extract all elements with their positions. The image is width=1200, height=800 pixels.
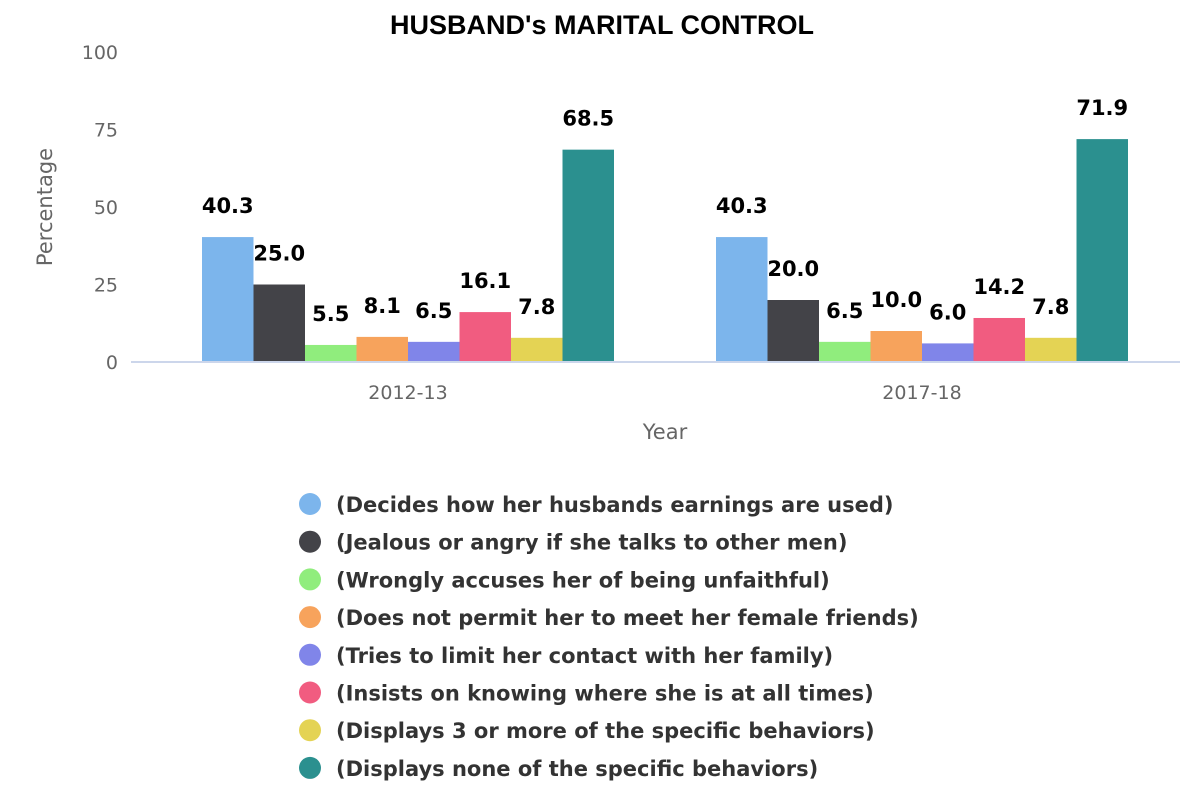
bar xyxy=(511,337,563,362)
data-label: 10.0 xyxy=(870,288,922,312)
data-label: 8.1 xyxy=(364,294,401,318)
legend-label: (Jealous or angry if she talks to other … xyxy=(336,531,847,555)
legend-item[interactable]: (Tries to limit her contact with her fam… xyxy=(299,643,833,668)
y-tick-label: 100 xyxy=(82,42,118,64)
legend-item[interactable]: (Wrongly accuses her of being unfaithful… xyxy=(299,568,830,592)
bar xyxy=(819,341,871,362)
data-label: 71.9 xyxy=(1076,96,1128,120)
bar xyxy=(562,149,614,362)
data-label: 14.2 xyxy=(973,275,1025,299)
data-label: 6.5 xyxy=(415,299,452,323)
legend-label: (Wrongly accuses her of being unfaithful… xyxy=(336,568,830,592)
bar xyxy=(973,317,1025,362)
legend-item[interactable]: (Displays none of the specific behaviors… xyxy=(299,756,818,781)
bar xyxy=(1025,337,1077,362)
x-tick-label: 2012-13 xyxy=(368,382,447,404)
y-tick-label: 50 xyxy=(94,197,118,219)
y-axis: 0 25 50 75 100 xyxy=(82,42,118,374)
legend: (Decides how her husbands earnings are u… xyxy=(299,493,919,781)
data-label: 40.3 xyxy=(716,194,768,218)
data-label: 20.0 xyxy=(767,257,819,281)
legend-marker xyxy=(299,606,321,629)
y-axis-label: Percentage xyxy=(33,148,57,266)
legend-label: (Displays 3 or more of the specific beha… xyxy=(336,719,875,743)
bar xyxy=(202,237,254,362)
legend-marker xyxy=(299,643,321,666)
x-axis-label: Year xyxy=(642,420,688,444)
data-label: 5.5 xyxy=(312,302,349,326)
bar xyxy=(870,331,922,362)
legend-marker xyxy=(299,530,321,553)
legend-label: (Decides how her husbands earnings are u… xyxy=(336,493,893,517)
legend-item[interactable]: (Does not permit her to meet her female … xyxy=(299,606,919,630)
data-label: 6.0 xyxy=(929,300,966,324)
legend-label: (Insists on knowing where she is at all … xyxy=(336,682,874,706)
bar xyxy=(716,237,768,362)
data-label: 68.5 xyxy=(562,107,614,131)
legend-label: (Does not permit her to meet her female … xyxy=(336,606,919,630)
bar xyxy=(1076,139,1128,362)
chart-title: HUSBAND's MARITAL CONTROL xyxy=(390,10,814,40)
legend-label: (Displays none of the specific behaviors… xyxy=(336,757,818,781)
legend-marker xyxy=(299,568,321,591)
legend-item[interactable]: (Jealous or angry if she talks to other … xyxy=(299,530,847,555)
bar xyxy=(767,300,819,362)
legend-marker xyxy=(299,681,321,704)
legend-item[interactable]: (Insists on knowing where she is at all … xyxy=(299,681,874,706)
x-tick-label: 2017-18 xyxy=(882,382,961,404)
bar xyxy=(408,341,460,362)
legend-item[interactable]: (Displays 3 or more of the specific beha… xyxy=(299,719,875,743)
y-tick-label: 75 xyxy=(94,120,118,142)
bar xyxy=(253,284,305,362)
y-tick-label: 25 xyxy=(94,275,118,297)
data-label: 6.5 xyxy=(826,299,863,323)
data-label: 25.0 xyxy=(253,242,305,266)
y-tick-label: 0 xyxy=(106,352,118,374)
data-label: 7.8 xyxy=(1032,295,1069,319)
x-axis: 2012-13 2017-18 xyxy=(368,382,961,404)
legend-marker xyxy=(299,719,321,742)
data-label: 7.8 xyxy=(518,295,555,319)
legend-marker xyxy=(299,756,321,779)
data-label: 16.1 xyxy=(459,269,511,293)
data-label: 40.3 xyxy=(202,194,254,218)
bar xyxy=(922,343,974,362)
bar xyxy=(356,336,408,362)
legend-label: (Tries to limit her contact with her fam… xyxy=(336,644,833,668)
bar xyxy=(459,312,511,362)
legend-marker xyxy=(299,493,321,515)
bars: 40.3 25.0 5.5 8.1 6.5 16.1 7.8 68.5 40.3 20.0 6.5 1… xyxy=(200,95,1130,362)
legend-item[interactable]: (Decides how her husbands earnings are u… xyxy=(299,493,893,517)
bar xyxy=(305,344,357,362)
